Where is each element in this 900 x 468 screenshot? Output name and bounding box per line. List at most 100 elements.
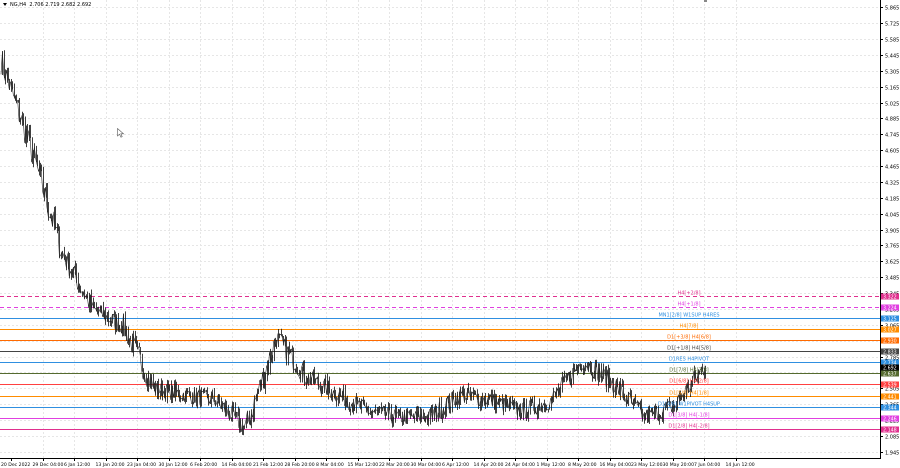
time-axis-label: 29 Dec 04:00 — [33, 462, 64, 468]
current-price-tag-text: 2.692 — [883, 366, 897, 372]
time-axis-label: 15 Mar 12:00 — [348, 462, 379, 468]
time-axis-label: 21 Feb 12:00 — [253, 462, 283, 468]
grid-horizontal — [0, 7, 880, 453]
level-price-tag — [881, 337, 899, 344]
price-axis-label: 5.445 — [885, 54, 899, 60]
level-price-tag-text: 2.833 — [883, 350, 897, 356]
level-price-tag — [881, 426, 899, 433]
level-price-tag — [881, 304, 899, 311]
time-axis-label: 6 Jan 12:00 — [64, 462, 90, 468]
level-label: D1[2/8] H4[-2/8] — [668, 424, 709, 430]
price-axis[interactable]: 5.865 5.725 5.585 5.445 5.305 5.165 5.025 4.885… — [880, 6, 899, 457]
price-tags: 3.322 3.224 3.125 3.027 2.930 2.833 2.734 2.637… — [881, 293, 899, 434]
level-label: D1[+1/8] H4[5/8] — [667, 346, 711, 352]
time-axis-label: 13 Jan 20:00 — [96, 462, 125, 468]
level-price-tag-text: 3.322 — [883, 295, 897, 301]
price-axis-label: 4.885 — [885, 117, 899, 123]
level-label: H4[+2/8] — [677, 291, 700, 297]
ohlc-values: 2.706 2.719 2.682 2.692 — [29, 2, 92, 8]
chart-area — [0, 0, 880, 458]
level-label: D1[7/8] H4[3/8] — [669, 368, 709, 374]
time-axis-label: 8 May 20:00 — [568, 462, 597, 468]
price-axis-label: 5.305 — [885, 70, 899, 76]
time-axis-label: 14 Feb 04:00 — [222, 462, 252, 468]
price-axis-label: 4.745 — [885, 133, 899, 139]
dropdown-triangle-icon[interactable] — [3, 3, 7, 6]
level-label: D1[+3/8] H4[6/8] — [667, 335, 711, 341]
time-axis-label: 8 Mar 04:00 — [316, 462, 344, 468]
level-price-tag-text: 3.224 — [883, 306, 897, 312]
time-axis-label: 16 May 04:00 — [600, 462, 632, 468]
price-axis-label: 4.185 — [885, 197, 899, 203]
time-axis[interactable]: 20 Dec 2022 29 Dec 04:00 6 Jan 12:00 13 Jan… — [1, 458, 755, 468]
level-price-tag — [881, 381, 899, 388]
price-axis-label: 2.505 — [885, 387, 899, 393]
level-price-tag-text: 3.125 — [883, 317, 897, 323]
level-price-tag-text: 2.441 — [883, 395, 897, 401]
level-label: D1[3/8] H4[-1/8] — [668, 413, 709, 419]
level-price-tag — [881, 415, 899, 422]
level-label: D1[5/8] H4[1/8] — [669, 391, 709, 397]
level-price-tag-text: 2.930 — [883, 339, 897, 345]
level-price-tag-text: 2.539 — [883, 383, 897, 389]
level-label: H4[7/8] — [680, 324, 699, 330]
level-lines — [0, 296, 880, 430]
time-axis-label: 30 Jan 12:00 — [159, 462, 188, 468]
price-axis-label: 4.605 — [885, 149, 899, 155]
symbol-header: NG,H4 2.706 2.719 2.682 2.692 — [3, 2, 91, 8]
level-price-tag — [881, 404, 899, 411]
price-axis-label: 3.485 — [885, 276, 899, 282]
mouse-cursor-icon — [117, 128, 125, 138]
price-axis-label: 5.165 — [885, 86, 899, 92]
price-axis-label: 3.905 — [885, 229, 899, 235]
time-axis-label: 1 May 12:00 — [537, 462, 566, 468]
time-axis-label: 23 May 12:00 — [631, 462, 663, 468]
level-price-tag — [881, 293, 899, 300]
level-label: D1[6/8] H4[2/8] — [669, 379, 709, 385]
price-line — [0, 52, 706, 432]
level-price-tag — [881, 393, 899, 400]
level-price-tag-text: 2.246 — [883, 417, 897, 423]
level-label: D1[4/8] W1PIVOT H4SUP — [658, 402, 720, 408]
time-axis-label: 14 Apr 20:00 — [474, 462, 504, 468]
time-axis-label: 22 Mar 20:00 — [379, 462, 410, 468]
price-axis-label: 3.765 — [885, 244, 899, 250]
level-price-tag-text: 2.148 — [883, 428, 897, 434]
level-price-tag — [881, 326, 899, 333]
price-axis-label: 5.865 — [885, 6, 899, 12]
price-axis-label: 4.045 — [885, 213, 899, 219]
level-price-tag — [881, 359, 899, 366]
price-axis-label: 5.025 — [885, 102, 899, 108]
price-axis-label: 5.725 — [885, 22, 899, 28]
scroll-marker[interactable] — [704, 0, 707, 2]
time-axis-label: 7 Jun 04:00 — [694, 462, 720, 468]
time-axis-label: 30 May 20:00 — [663, 462, 695, 468]
price-axis-label: 4.465 — [885, 165, 899, 171]
grid-vertical — [43, 0, 737, 458]
level-label: D1RES H4PIVOT — [669, 357, 710, 363]
time-axis-label: 6 Feb 20:00 — [190, 462, 217, 468]
time-axis-label: 30 Mar 04:00 — [411, 462, 442, 468]
level-price-tag-text: 3.027 — [883, 328, 897, 334]
level-price-tag — [881, 315, 899, 322]
price-axis-label: 4.325 — [885, 181, 899, 187]
time-axis-label: 14 Jun 12:00 — [726, 462, 755, 468]
symbol-name: NG,H4 — [10, 2, 27, 8]
price-series — [0, 50, 706, 436]
time-axis-label: 6 Apr 12:00 — [442, 462, 469, 468]
current-price-tag — [881, 364, 899, 371]
level-price-tag — [881, 370, 899, 377]
price-axis-label: 2.785 — [885, 356, 899, 362]
price-axis-label: 2.085 — [885, 435, 899, 441]
level-label: H4[+1/8] — [677, 302, 700, 308]
time-axis-label: 28 Feb 20:00 — [285, 462, 315, 468]
level-price-tag — [881, 348, 899, 355]
level-price-tag-text: 2.637 — [883, 372, 897, 378]
price-axis-label: 5.585 — [885, 38, 899, 44]
time-axis-label: 20 Dec 2022 — [1, 462, 30, 468]
level-label: MN1[2/8] W1SUP H4RES — [658, 313, 719, 319]
level-price-tag-text: 2.344 — [883, 406, 897, 412]
price-axis-label: 1.945 — [885, 451, 899, 457]
level-price-tag-text: 2.734 — [883, 361, 897, 367]
